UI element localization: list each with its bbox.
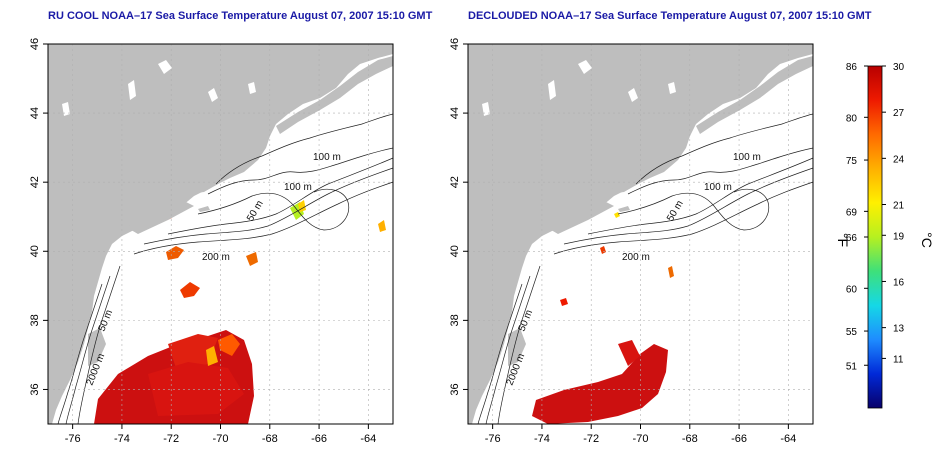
longitude-tick-label: -72: [583, 433, 599, 445]
panel-right-title: DECLOUDED NOAA–17 Sea Surface Temperatur…: [468, 10, 872, 22]
panel-left-map: 100 m 100 m 50 m 200 m 50 m 2000 m -76 -7…: [29, 38, 394, 445]
latitude-tick-label: 36: [29, 383, 41, 395]
panel-right-map: 100 m 100 m 50 m 200 m 50 m 2000 m -76 -7…: [449, 38, 814, 445]
fahrenheit-tick-label: 51: [846, 361, 858, 372]
fahrenheit-tick-label: 55: [846, 327, 858, 338]
longitude-tick-label: -64: [360, 433, 376, 445]
celsius-tick-label: 16: [893, 277, 905, 288]
temperature-colorbar: 86 80 75 69 66 60 55 51 30 27 24 21 19 16 13 11 °F °C: [835, 62, 935, 409]
fahrenheit-tick-label: 86: [846, 62, 858, 73]
latitude-tick-label: 44: [449, 107, 461, 119]
graticule: [48, 43, 393, 424]
isobath-label: 200 m: [622, 252, 650, 263]
fahrenheit-axis-label: °F: [835, 233, 851, 247]
celsius-tick-label: 24: [893, 154, 905, 165]
latitude-tick-label: 38: [449, 314, 461, 326]
sst-patches: [94, 62, 386, 424]
celsius-tick-label: 30: [893, 62, 905, 73]
celsius-ticks: 30 27 24 21 19 16 13 11: [882, 62, 905, 365]
longitude-tick-label: -70: [633, 433, 649, 445]
longitude-tick-label: -70: [213, 433, 229, 445]
celsius-tick-label: 11: [893, 354, 904, 365]
latitude-tick-label: 46: [29, 38, 41, 50]
longitude-tick-label: -68: [682, 433, 698, 445]
isobath-label: 100 m: [733, 152, 761, 163]
longitude-tick-label: -74: [114, 433, 130, 445]
panel-left-title: RU COOL NOAA–17 Sea Surface Temperature …: [48, 10, 433, 22]
longitude-axis: -76 -74 -72 -70 -68 -66 -64: [485, 424, 796, 445]
latitude-axis: 36 38 40 42 44 46: [29, 38, 48, 396]
latitude-tick-label: 46: [449, 38, 461, 50]
graticule: [468, 43, 813, 424]
longitude-tick-label: -66: [311, 433, 327, 445]
isobath-label: 100 m: [313, 152, 341, 163]
longitude-tick-label: -74: [534, 433, 550, 445]
longitude-tick-label: -66: [731, 433, 747, 445]
longitude-tick-label: -76: [65, 433, 81, 445]
celsius-tick-label: 27: [893, 108, 905, 119]
celsius-tick-label: 19: [893, 231, 905, 242]
longitude-tick-label: -64: [780, 433, 796, 445]
fahrenheit-tick-label: 60: [846, 284, 858, 295]
fahrenheit-tick-label: 66: [846, 233, 858, 244]
latitude-axis: 36 38 40 42 44 46: [449, 38, 468, 396]
celsius-tick-label: 21: [893, 201, 905, 212]
longitude-tick-label: -72: [163, 433, 179, 445]
fahrenheit-ticks: 86 80 75 69 66 60 55 51: [846, 62, 868, 372]
latitude-tick-label: 38: [29, 314, 41, 326]
latitude-tick-label: 42: [29, 176, 41, 188]
isobath-label: 100 m: [704, 182, 732, 193]
latitude-tick-label: 36: [449, 383, 461, 395]
longitude-tick-label: -68: [262, 433, 278, 445]
latitude-tick-label: 44: [29, 107, 41, 119]
fahrenheit-tick-label: 75: [846, 156, 858, 167]
fahrenheit-tick-label: 69: [846, 207, 858, 218]
isobath-label: 100 m: [284, 182, 312, 193]
isobath-label: 200 m: [202, 252, 230, 263]
longitude-axis: -76 -74 -72 -70 -68 -66 -64: [65, 424, 376, 445]
fahrenheit-tick-label: 80: [846, 113, 858, 124]
celsius-axis-label: °C: [919, 232, 935, 248]
latitude-tick-label: 40: [449, 245, 461, 257]
latitude-tick-label: 40: [29, 245, 41, 257]
colorbar-scale: [867, 65, 883, 409]
latitude-tick-label: 42: [449, 176, 461, 188]
longitude-tick-label: -76: [485, 433, 501, 445]
celsius-tick-label: 13: [893, 324, 905, 335]
